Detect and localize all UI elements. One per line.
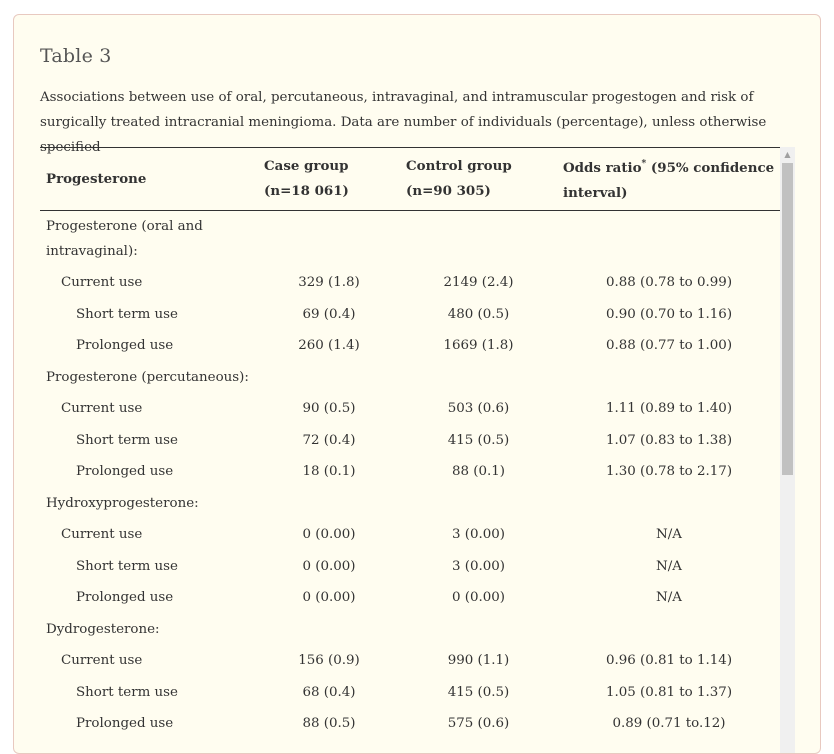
table-row: Prolonged use 18 (0.1) 88 (0.1) 1.30 (0.… [40,456,781,488]
table-row: Current use 329 (1.8) 2149 (2.4) 0.88 (0… [40,267,781,299]
column-header-progesterone: Progesterone [40,147,258,211]
case-cell: 88 (0.5) [302,716,356,732]
table-row: Dydrogesterone: [40,614,781,646]
table-row: Progesterone (percutaneous): [40,362,781,394]
odds-ratio-cell: N/A [656,527,682,543]
row-label: Short term use [76,306,178,322]
control-cell: 575 (0.6) [447,716,510,732]
odds-ratio-cell: 1.30 (0.78 to 2.17) [605,464,733,480]
row-label: Current use [61,401,143,417]
case-cell: 72 (0.4) [302,432,356,448]
case-cell: 18 (0.1) [302,464,356,480]
row-label: Short term use [76,558,178,574]
row-label: Progesterone (percutaneous): [46,369,249,385]
column-header-odds-ratio: Odds ratio* (95% confidence interval) [557,147,781,211]
case-cell: 260 (1.4) [298,338,360,354]
table-row: Short term use 68 (0.4) 415 (0.5) 1.05 (… [40,677,781,709]
table-header-row: Progesterone Case group (n=18 061) Contr… [40,147,781,211]
table-row: Current use 156 (0.9) 990 (1.1) 0.96 (0.… [40,645,781,677]
case-cell [258,614,400,646]
table-panel: Table 3 Associations between use of oral… [13,14,821,754]
confidence-interval-label: (95% confidence interval) [563,160,775,201]
control-cell [400,488,557,520]
row-label: Current use [61,275,143,291]
control-cell: 415 (0.5) [447,432,510,448]
row-label: Current use [61,653,143,669]
case-cell [258,488,400,520]
row-label: Short term use [76,432,178,448]
odds-ratio-label: Odds ratio [563,160,642,176]
control-cell: 3 (0.00) [451,558,506,574]
scroll-up-arrow-icon[interactable]: ▲ [784,150,791,159]
odds-ratio-cell [557,488,781,520]
odds-ratio-cell [557,211,781,268]
odds-ratio-cell [557,614,781,646]
table-row: Prolonged use 260 (1.4) 1669 (1.8) 0.88 … [40,330,781,362]
column-header-case-group: Case group (n=18 061) [258,147,400,211]
table-title: Table 3 [40,45,112,67]
odds-ratio-cell: N/A [656,558,682,574]
control-cell: 2149 (2.4) [443,275,514,291]
data-table: Progesterone Case group (n=18 061) Contr… [40,147,781,740]
control-cell [400,211,557,268]
case-cell: 90 (0.5) [302,401,356,417]
row-label: Prolonged use [76,590,174,606]
table-row: Prolonged use 88 (0.5) 575 (0.6) 0.89 (0… [40,708,781,740]
odds-ratio-cell: 0.96 (0.81 to 1.14) [605,653,733,669]
case-cell: 0 (0.00) [302,558,356,574]
table-row: Current use 0 (0.00) 3 (0.00) N/A [40,519,781,551]
control-cell: 0 (0.00) [451,590,506,606]
row-label: Current use [61,527,143,543]
table-scroll-area[interactable]: Progesterone Case group (n=18 061) Contr… [40,147,781,753]
odds-ratio-cell: 0.89 (0.71 to.12) [612,716,726,732]
row-label: Prolonged use [76,464,174,480]
case-cell: 0 (0.00) [302,527,356,543]
control-cell: 3 (0.00) [451,527,506,543]
table-row: Short term use 0 (0.00) 3 (0.00) N/A [40,551,781,583]
odds-ratio-cell: N/A [656,590,682,606]
table-row: Short term use 72 (0.4) 415 (0.5) 1.07 (… [40,425,781,457]
case-cell: 68 (0.4) [302,684,356,700]
table-row: Short term use 69 (0.4) 480 (0.5) 0.90 (… [40,299,781,331]
control-cell [400,614,557,646]
control-cell: 88 (0.1) [451,464,506,480]
control-cell: 990 (1.1) [447,653,510,669]
odds-ratio-cell: 0.88 (0.78 to 0.99) [605,275,733,291]
odds-ratio-cell: 0.88 (0.77 to 1.00) [605,338,733,354]
control-cell [400,362,557,394]
case-cell: 0 (0.00) [302,590,356,606]
table-row: Hydroxyprogesterone: [40,488,781,520]
footnote-marker[interactable]: * [641,159,647,169]
row-label: Dydrogesterone: [46,621,160,637]
row-label: Short term use [76,684,178,700]
table-row: Current use 90 (0.5) 503 (0.6) 1.11 (0.8… [40,393,781,425]
row-label: Prolonged use [76,338,174,354]
odds-ratio-cell: 1.05 (0.81 to 1.37) [605,684,733,700]
control-cell: 415 (0.5) [447,684,510,700]
row-label: Hydroxyprogesterone: [46,495,199,511]
scrollbar-thumb[interactable] [782,163,793,475]
case-cell: 156 (0.9) [298,653,360,669]
case-cell [258,362,400,394]
row-label: Progesterone (oral and intravaginal): [46,219,203,259]
table-row: Progesterone (oral and intravaginal): [40,211,781,268]
control-cell: 480 (0.5) [447,306,510,322]
control-cell: 1669 (1.8) [443,338,514,354]
odds-ratio-cell: 1.07 (0.83 to 1.38) [605,432,733,448]
odds-ratio-cell [557,362,781,394]
control-cell: 503 (0.6) [447,401,510,417]
table-row: Prolonged use 0 (0.00) 0 (0.00) N/A [40,582,781,614]
vertical-scrollbar[interactable]: ▲ [780,147,795,753]
odds-ratio-cell: 1.11 (0.89 to 1.40) [605,401,733,417]
case-cell: 69 (0.4) [302,306,356,322]
case-cell: 329 (1.8) [298,275,360,291]
odds-ratio-cell: 0.90 (0.70 to 1.16) [605,306,733,322]
case-cell [258,211,400,268]
row-label: Prolonged use [76,716,174,732]
column-header-control-group: Control group (n=90 305) [400,147,557,211]
